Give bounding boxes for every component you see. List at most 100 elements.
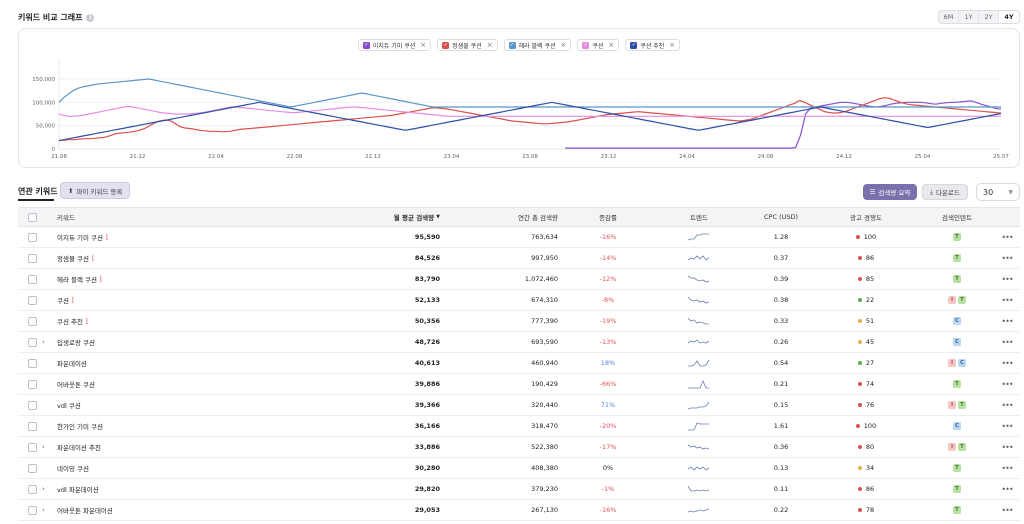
row-checkbox[interactable] (28, 463, 37, 473)
more-icon[interactable]: ••• (1001, 358, 1013, 368)
row-checkbox[interactable] (28, 442, 37, 452)
table-row[interactable]: 헤라 블랙 쿠션 ⌊ 83,790 1,072,460 -12% 0.39 85 T ••• (18, 269, 1020, 290)
x-tick-label: 25.07 (993, 154, 1009, 160)
period-1y[interactable]: 1Y (959, 11, 979, 23)
keyword-cell[interactable]: 헤라 블랙 쿠션 ⌊ (57, 269, 103, 289)
table-row[interactable]: 이지듀 기미 쿠션 ⌊ 95,590 763,634 -16% 1.28 100 T ••• (18, 227, 1020, 248)
competition-value: 51 (865, 317, 875, 325)
intent-cell: T (930, 269, 984, 289)
more-icon[interactable]: ••• (1001, 232, 1013, 242)
row-checkbox[interactable] (28, 295, 37, 305)
row-checkbox-cell (28, 416, 37, 436)
row-checkbox[interactable] (28, 505, 37, 515)
more-icon[interactable]: ••• (1001, 421, 1013, 431)
chevron-right-icon[interactable]: › (42, 338, 45, 346)
period-2y[interactable]: 2Y (979, 11, 999, 23)
more-icon[interactable]: ••• (1001, 484, 1013, 494)
table-row[interactable]: 한가인 기미 쿠션 36,166 318,470 -20% 1.61 100 C ••• (18, 416, 1020, 437)
table-row[interactable]: 네이밍 쿠션 30,280 408,380 0% 0.13 34 T ••• (18, 458, 1020, 479)
section-title: 연관 키워드 (18, 187, 58, 196)
download-button[interactable]: ⤓ 다운로드 (922, 184, 968, 200)
keyword-cell[interactable]: 이지듀 기미 쿠션 ⌊ (57, 227, 109, 247)
more-icon[interactable]: ••• (1001, 316, 1013, 326)
keyword-cell[interactable]: vdl 쿠션 (57, 395, 81, 415)
keyword-cell[interactable]: 네이밍 쿠션 (57, 458, 89, 478)
row-checkbox[interactable] (28, 316, 37, 326)
row-checkbox[interactable] (28, 232, 37, 242)
close-icon[interactable]: × (608, 41, 615, 49)
more-icon[interactable]: ••• (1001, 463, 1013, 473)
col-monthly-avg[interactable]: 월 평균 검색량 ▼ (348, 208, 440, 226)
table-row[interactable]: › 파운데이션 추천 33,886 522,380 -17% 0.36 80 I T ••• (18, 437, 1020, 458)
more-icon[interactable]: ••• (1001, 295, 1013, 305)
period-6m[interactable]: 6M (939, 11, 959, 23)
intent-badge: T (958, 401, 966, 409)
row-checkbox[interactable] (28, 400, 37, 410)
more-icon[interactable]: ••• (1001, 253, 1013, 263)
more-icon[interactable]: ••• (1001, 442, 1013, 452)
table-row[interactable]: › vdl 파운데이션 29,820 379,230 -1% 0.11 86 T ••• (18, 479, 1020, 500)
close-icon[interactable]: × (486, 41, 493, 49)
info-icon[interactable]: i (86, 13, 95, 22)
col-keyword[interactable]: 키워드 (57, 214, 75, 222)
competition-dot (857, 340, 862, 344)
add-keyword-button[interactable]: ⬆ 파이 키워드 등록 (60, 182, 131, 199)
keyword-cell[interactable]: 쿠션 추천 ⌊ (57, 311, 89, 331)
keyword-cell[interactable]: 정샘물 쿠션 ⌊ (57, 248, 95, 268)
more-icon[interactable]: ••• (1001, 337, 1013, 347)
row-checkbox[interactable] (28, 379, 37, 389)
trend-cell (676, 311, 722, 331)
legend-chip[interactable]: ✓ 정샘물 쿠션 × (437, 39, 498, 51)
chart-icon: ⌊ (106, 233, 109, 241)
col-competition[interactable]: 광고 경쟁도 (850, 214, 882, 222)
page-size-select[interactable]: 30 ▼ (976, 183, 1020, 201)
chevron-right-icon[interactable]: › (42, 443, 45, 451)
keyword-cell[interactable]: 어바웃톤 파운데이션 (57, 500, 113, 520)
row-checkbox[interactable] (28, 337, 37, 347)
legend-chip[interactable]: ✓ 이지듀 기미 쿠션 × (357, 39, 432, 51)
keyword-cell[interactable]: 쿠션 ⌊ (57, 290, 75, 310)
change-rate-cell: 18% (600, 359, 616, 367)
row-checkbox[interactable] (28, 421, 37, 431)
table-row[interactable]: 쿠션 추천 ⌊ 50,356 777,390 -19% 0.33 51 C ••• (18, 311, 1020, 332)
close-icon[interactable]: × (560, 41, 567, 49)
row-checkbox[interactable] (28, 253, 37, 263)
legend-chip[interactable]: ✓ 헤라 블랙 쿠션 × (503, 39, 572, 51)
table-row[interactable]: vdl 쿠션 39,366 320,440 71% 0.15 76 I T ••• (18, 395, 1020, 416)
more-icon[interactable]: ••• (1001, 379, 1013, 389)
row-checkbox[interactable] (28, 484, 37, 494)
keyword-cell[interactable]: 어바웃톤 쿠션 (57, 374, 95, 394)
table-row[interactable]: 어바웃톤 쿠션 39,886 190,429 -66% 0.21 74 T ••• (18, 374, 1020, 395)
cpc-cell: 0.54 (773, 359, 789, 367)
more-icon[interactable]: ••• (1001, 274, 1013, 284)
table-row[interactable]: 쿠션 ⌊ 52,133 674,310 -8% 0.38 22 I T ••• (18, 290, 1020, 311)
chevron-right-icon[interactable]: › (42, 506, 45, 514)
trend-cell (676, 437, 722, 457)
table-row[interactable]: 파운데이션 40,613 460,940 18% 0.54 27 I C ••• (18, 353, 1020, 374)
table-row[interactable]: › 어바웃톤 파운데이션 29,053 267,130 -16% 0.22 78 T ••• (18, 500, 1020, 521)
keyword-cell[interactable]: 한가인 기미 쿠션 (57, 416, 103, 436)
close-icon[interactable]: × (669, 41, 676, 49)
legend-chip[interactable]: ✓ 쿠션 추천 × (625, 39, 681, 51)
legend-chip[interactable]: ✓ 쿠션 × (577, 39, 620, 51)
search-summary-button[interactable]: ☰ 검색량 요약 (863, 184, 917, 200)
period-4y[interactable]: 4Y (999, 11, 1019, 23)
keyword-cell[interactable]: 파운데이션 (57, 353, 87, 373)
row-checkbox[interactable] (28, 274, 37, 284)
more-icon[interactable]: ••• (1001, 505, 1013, 515)
close-icon[interactable]: × (420, 41, 427, 49)
keyword-cell[interactable]: 입생로랑 쿠션 (57, 332, 95, 352)
keyword-cell[interactable]: vdl 파운데이션 (57, 479, 99, 499)
col-cpc[interactable]: CPC (USD) (763, 213, 799, 221)
table-row[interactable]: 정샘물 쿠션 ⌊ 84,526 997,950 -14% 0.37 86 T ••• (18, 248, 1020, 269)
select-all-checkbox[interactable] (28, 212, 37, 222)
chevron-right-icon[interactable]: › (42, 485, 45, 493)
col-change-rate[interactable]: 증감률 (599, 214, 617, 222)
more-icon[interactable]: ••• (1001, 400, 1013, 410)
row-checkbox[interactable] (28, 358, 37, 368)
col-yearly-total[interactable]: 연간 총 검색량 (517, 214, 558, 222)
cpc-cell: 0.39 (773, 275, 789, 283)
keyword-cell[interactable]: 파운데이션 추천 (57, 437, 101, 457)
table-row[interactable]: › 입생로랑 쿠션 48,726 693,590 -13% 0.26 45 C ••• (18, 332, 1020, 353)
